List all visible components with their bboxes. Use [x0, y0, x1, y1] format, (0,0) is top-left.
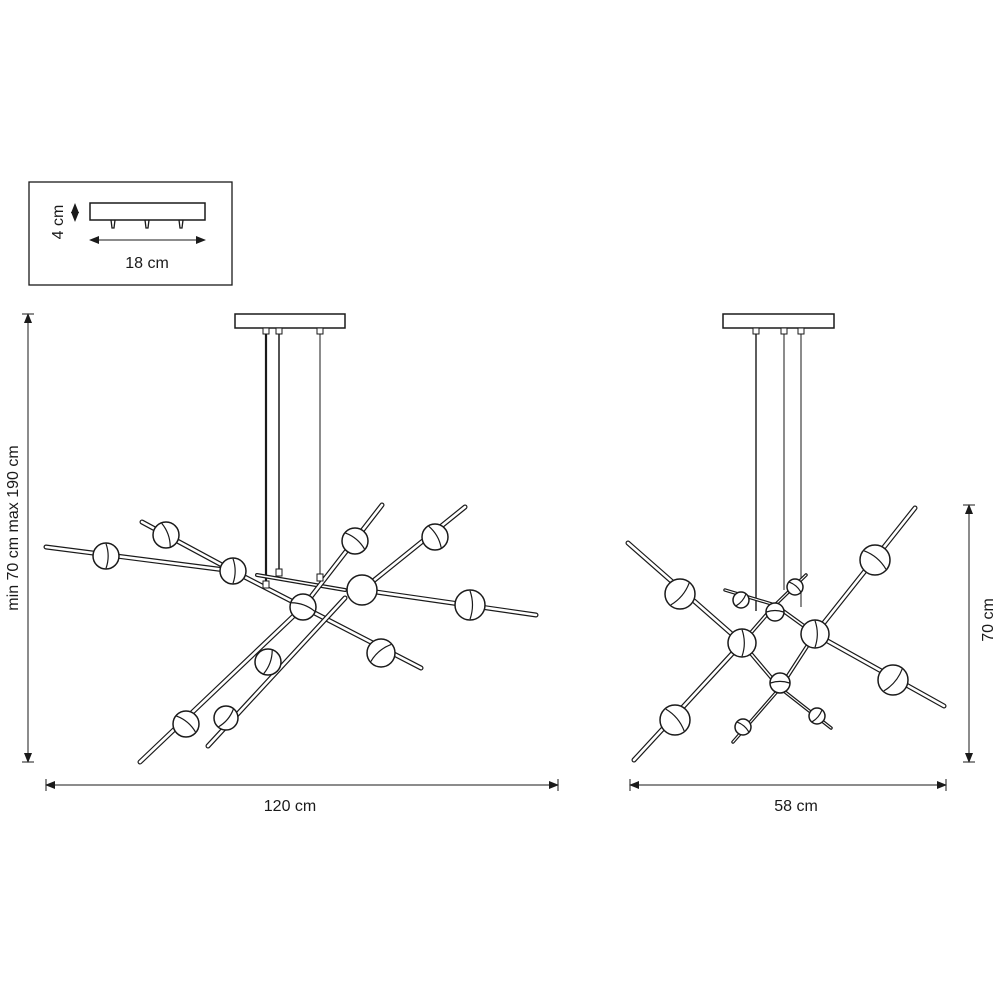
cable-connector	[262, 327, 270, 335]
globe-shade	[366, 638, 396, 668]
globe-seam	[218, 709, 234, 728]
chandelier-side-view	[625, 313, 947, 763]
globe-shade	[808, 707, 826, 725]
arm-rod	[632, 641, 744, 762]
globe-shade	[732, 591, 750, 609]
globe-shade	[421, 523, 449, 551]
globe-shade	[341, 527, 369, 555]
cable-connector	[752, 327, 760, 335]
cable-connector	[275, 327, 283, 335]
front-width-label: 120 cm	[264, 798, 316, 815]
globe-shade	[289, 593, 317, 621]
globe-seam	[736, 721, 750, 733]
globe-seam	[291, 602, 315, 612]
globe-shade	[877, 664, 909, 696]
globe-seam	[345, 532, 365, 550]
globe-shade	[92, 542, 120, 570]
inset-width-label: 18 cm	[125, 255, 169, 272]
ceiling-canopy	[722, 313, 835, 329]
arm-rod	[301, 503, 384, 609]
globe-seam	[161, 523, 171, 547]
arm-rod	[301, 605, 423, 670]
arm-rod	[256, 574, 346, 591]
globe-seam	[788, 581, 802, 593]
globe-shade	[734, 718, 752, 736]
globe-seam	[370, 643, 392, 662]
globe-shade	[769, 672, 791, 694]
inset-height-label: 4 cm	[50, 205, 67, 240]
globe-seam	[883, 668, 903, 692]
globe-seam	[176, 715, 196, 733]
ceiling-canopy	[234, 313, 346, 329]
globe-shade	[664, 578, 696, 610]
globe-seam	[665, 708, 685, 732]
globe-seam	[814, 620, 818, 648]
globe-shade	[859, 544, 891, 576]
arm-rod	[360, 505, 467, 592]
side-width-label: 58 cm	[774, 798, 818, 815]
globe-seam	[469, 590, 474, 620]
globe-seam	[735, 593, 747, 607]
globe-shade	[152, 521, 180, 549]
globe-seam	[232, 558, 236, 584]
globe-shade	[346, 574, 378, 606]
front-height-label: min 70 cm max 190 cm	[5, 445, 22, 610]
globe-seam	[863, 550, 887, 570]
globe-seam	[811, 709, 823, 723]
globe-seam	[741, 629, 745, 657]
globe-shade	[786, 578, 804, 596]
arm-rod	[44, 545, 235, 573]
chandelier-front-view	[43, 313, 539, 765]
globe-seam	[263, 650, 273, 674]
arm-rod	[724, 589, 776, 606]
cable-connector	[316, 573, 324, 582]
cable-connector	[316, 327, 324, 335]
arm-rod	[138, 605, 305, 764]
cable-connector	[275, 568, 283, 577]
cable-connector	[797, 327, 805, 335]
side-dimensions	[629, 504, 975, 791]
arm-rod	[813, 632, 946, 708]
side-height-label: 70 cm	[980, 598, 997, 642]
cable-connector	[262, 580, 270, 589]
globe-shade	[213, 705, 239, 731]
globe-seam	[770, 680, 790, 684]
globe-shade	[254, 648, 282, 676]
globe-shade	[172, 710, 200, 738]
front-dimensions	[22, 313, 559, 791]
cable-connector	[780, 327, 788, 335]
globe-seam	[428, 525, 442, 548]
globe-shade	[765, 602, 785, 622]
globe-seam	[105, 543, 109, 569]
globe-shade	[800, 619, 830, 649]
globe-shade	[659, 704, 691, 736]
globe-shade	[727, 628, 757, 658]
canopy-inset	[28, 181, 233, 286]
globe-seam	[670, 582, 690, 606]
globe-shade	[219, 557, 247, 585]
arm-rod	[360, 588, 538, 617]
globe-shade	[454, 589, 486, 621]
globe-seam	[766, 609, 784, 613]
